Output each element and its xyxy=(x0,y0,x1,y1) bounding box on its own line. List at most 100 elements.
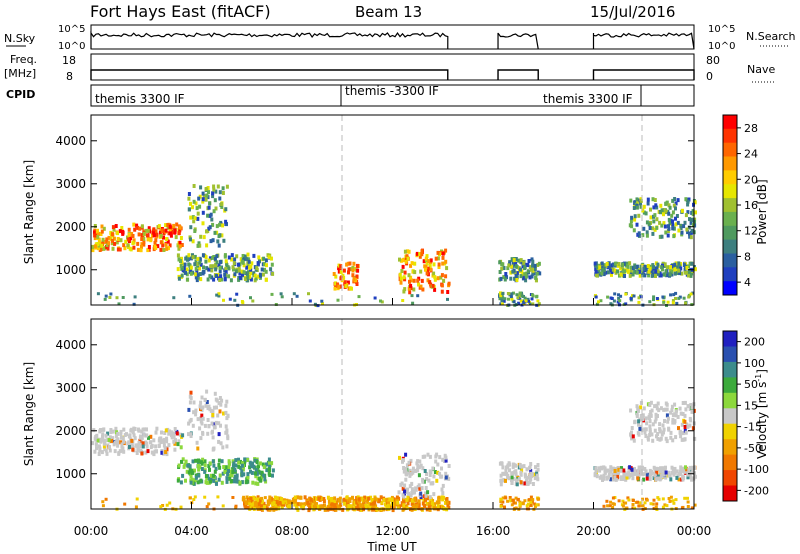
echo-cell xyxy=(637,300,641,304)
echo-cell xyxy=(385,506,389,511)
echo-cell xyxy=(197,196,201,201)
echo-cell xyxy=(411,301,415,305)
echo-cell xyxy=(437,500,441,505)
echo-cell xyxy=(247,259,251,264)
echo-cell xyxy=(502,299,506,303)
echo-cell xyxy=(678,406,682,411)
echo-cell xyxy=(142,236,146,241)
echo-cell xyxy=(222,238,226,243)
echo-cell xyxy=(244,500,248,504)
echo-cell xyxy=(268,495,272,500)
echo-cell xyxy=(501,500,505,504)
echo-cell xyxy=(279,292,283,296)
echo-cell xyxy=(218,473,222,478)
echo-cell xyxy=(205,389,209,394)
echo-cell xyxy=(629,198,633,203)
echo-cell xyxy=(256,465,260,470)
echo-cell xyxy=(241,497,245,502)
echo-cell xyxy=(330,499,334,504)
echo-cell xyxy=(253,273,257,278)
echo-cell xyxy=(629,432,633,437)
echo-cell xyxy=(503,505,506,509)
echo-cell xyxy=(629,297,633,300)
colorbar-swatch xyxy=(723,267,737,282)
echo-cell xyxy=(212,264,216,269)
echo-cell xyxy=(669,477,673,482)
echo-cell xyxy=(380,500,384,505)
echo-cell xyxy=(408,473,412,478)
echo-cell xyxy=(654,412,658,417)
echo-cell xyxy=(117,450,121,455)
echo-cell xyxy=(531,263,535,268)
echo-cell xyxy=(655,297,659,300)
echo-cell xyxy=(498,297,502,301)
echo-cell xyxy=(111,246,115,251)
echo-cell xyxy=(500,302,504,306)
echo-cell xyxy=(420,486,424,491)
echo-cell xyxy=(611,502,615,506)
echo-cell xyxy=(161,504,165,507)
echo-cell xyxy=(667,470,671,475)
echo-cell xyxy=(621,504,625,508)
echo-cell xyxy=(427,478,431,483)
echo-cell xyxy=(617,499,621,503)
echo-cell xyxy=(606,504,610,508)
echo-cell xyxy=(519,258,523,263)
echo-cell xyxy=(426,278,430,283)
echo-cell xyxy=(523,296,527,300)
echo-cell xyxy=(193,468,196,473)
echo-cell xyxy=(663,419,666,423)
echo-cell xyxy=(600,271,604,276)
echo-cell xyxy=(506,266,510,271)
echo-cell xyxy=(524,278,528,283)
colorbar-frame xyxy=(722,330,738,502)
echo-cell xyxy=(390,498,394,503)
echo-cell xyxy=(412,505,415,510)
echo-cell xyxy=(438,471,442,476)
echo-cell xyxy=(185,272,189,277)
echo-cell xyxy=(201,199,205,204)
colorbar-tick-label: 16 xyxy=(744,199,758,212)
echo-cell xyxy=(188,464,192,469)
echo-cell xyxy=(224,424,228,429)
echo-cell xyxy=(686,210,690,215)
echo-cell xyxy=(679,465,683,470)
echo-cell xyxy=(432,506,436,511)
echo-cell xyxy=(252,504,256,509)
echo-cell xyxy=(686,500,690,504)
echo-cell xyxy=(504,272,508,276)
echo-cell xyxy=(223,276,227,281)
echo-cell xyxy=(601,478,604,482)
echo-cell xyxy=(399,280,403,285)
echo-cell xyxy=(195,206,199,211)
echo-cell xyxy=(659,273,663,278)
echo-cell xyxy=(181,457,185,462)
echo-cell xyxy=(522,260,526,265)
echo-cell xyxy=(241,254,245,258)
echo-cell xyxy=(623,470,627,475)
echo-cell xyxy=(262,465,266,470)
echo-cell xyxy=(219,260,222,265)
echo-cell xyxy=(166,225,170,230)
echo-cell xyxy=(235,477,239,482)
echo-cell xyxy=(689,273,693,278)
echo-cell xyxy=(433,277,437,282)
echo-cell xyxy=(100,247,104,252)
echo-cell xyxy=(125,432,128,437)
echo-cell xyxy=(658,422,662,427)
echo-cell xyxy=(115,296,119,300)
echo-cell xyxy=(153,244,157,249)
echo-cell xyxy=(611,496,615,500)
y-tick-label: 4000 xyxy=(55,338,86,352)
echo-cell xyxy=(507,263,511,268)
echo-cell xyxy=(154,449,158,454)
echo-cell xyxy=(516,498,520,502)
echo-cell xyxy=(665,413,669,418)
echo-cell xyxy=(505,472,508,477)
echo-cell xyxy=(169,433,173,438)
echo-cell xyxy=(672,234,676,239)
echo-cell xyxy=(659,436,663,441)
echo-cell xyxy=(150,443,154,448)
echo-cell xyxy=(410,294,414,298)
echo-cell xyxy=(649,472,653,477)
